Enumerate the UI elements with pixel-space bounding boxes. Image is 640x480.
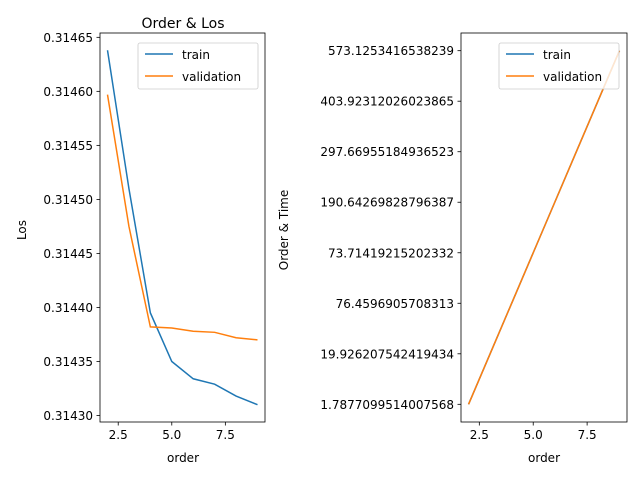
loss-chart-x-tick-label: 2.5 bbox=[109, 428, 128, 442]
time-chart-x-tick-label: 7.5 bbox=[578, 428, 597, 442]
loss-chart-y-tick-label: 0.31435 bbox=[43, 355, 93, 369]
loss-chart-y-tick-label: 0.31445 bbox=[43, 247, 93, 261]
time-chart-y-tick-label: 297.66955184936523 bbox=[320, 145, 454, 159]
loss-chart-legend-validation-label: validation bbox=[182, 70, 241, 84]
loss-chart-title: Order & Los bbox=[141, 16, 224, 32]
time-chart-y-tick-label: 19.926207542419434 bbox=[320, 347, 454, 361]
time-chart-y-tick-label: 73.71419215202332 bbox=[328, 246, 454, 260]
time-chart: order Order & Time 2.5 5.0 7.5 1.7877099514… bbox=[277, 32, 628, 465]
time-chart-x-tick-label: 2.5 bbox=[470, 428, 489, 442]
time-chart-series-line-validation bbox=[467, 50, 621, 405]
loss-chart-x-tick-label: 5.0 bbox=[162, 428, 181, 442]
loss-chart-ticks: 2.5 5.0 7.5 0.31430 0.31435 0.31440 0.31445 0.3… bbox=[43, 31, 235, 442]
loss-chart-legend: train validation bbox=[137, 42, 259, 90]
time-chart-y-tick-label: 190.64269828796387 bbox=[320, 196, 454, 210]
time-chart-lines bbox=[467, 50, 621, 405]
loss-chart-y-tick-label: 0.31460 bbox=[43, 85, 93, 99]
time-chart-legend-validation-label: validation bbox=[543, 70, 602, 84]
time-chart-y-tick-label: 1.787709951400756​8 bbox=[320, 398, 454, 412]
loss-chart-series-line-validation bbox=[106, 94, 258, 341]
loss-chart-y-tick-label: 0.31455 bbox=[43, 139, 93, 153]
time-chart-ticks: 2.5 5.0 7.5 1.787709951400756​8 19.926207542… bbox=[320, 44, 596, 442]
loss-chart-y-tick-label: 0.31465 bbox=[43, 31, 93, 45]
time-chart-y-tick-label: 403.92312026023865 bbox=[320, 95, 454, 109]
time-chart-legend: train validation bbox=[498, 42, 620, 90]
loss-chart-y-tick-label: 0.31450 bbox=[43, 193, 93, 207]
loss-chart-y-tick-label: 0.31440 bbox=[43, 301, 93, 315]
time-chart-legend-train-label: train bbox=[543, 48, 571, 62]
loss-chart-legend-train-label: train bbox=[182, 48, 210, 62]
loss-chart-y-axis-label: Los bbox=[15, 220, 29, 240]
loss-chart-x-axis-label: order bbox=[167, 451, 199, 465]
loss-chart-y-tick-label: 0.31430 bbox=[43, 409, 93, 423]
time-chart-y-axis-label: Order & Time bbox=[277, 190, 291, 270]
time-chart-x-tick-label: 5.0 bbox=[524, 428, 543, 442]
loss-chart: Order & Los order Los 2.5 5.0 7.5 0.31430 0.… bbox=[15, 16, 266, 465]
time-chart-y-tick-label: 573.1253416538239 bbox=[328, 44, 454, 58]
time-chart-frame bbox=[460, 32, 628, 423]
loss-chart-lines bbox=[106, 50, 258, 406]
loss-chart-series-line-train bbox=[106, 50, 258, 406]
loss-chart-frame bbox=[99, 32, 266, 423]
loss-chart-x-tick-label: 7.5 bbox=[216, 428, 235, 442]
time-chart-y-tick-label: 76.4596905708313 bbox=[336, 297, 454, 311]
time-chart-x-axis-label: order bbox=[528, 451, 560, 465]
